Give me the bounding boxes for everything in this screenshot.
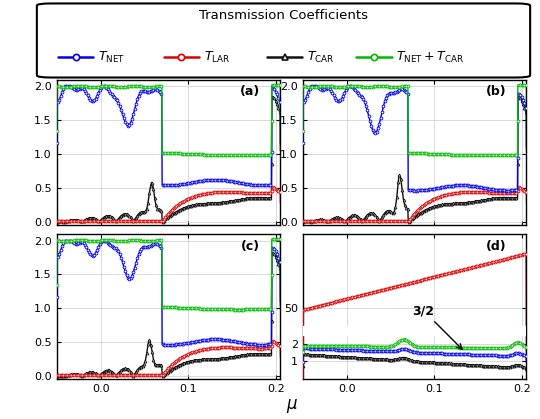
Text: Transmission Coefficients: Transmission Coefficients [199,9,368,22]
FancyBboxPatch shape [37,3,530,78]
Text: (c): (c) [241,240,260,253]
Text: $T_{\rm LAR}$: $T_{\rm LAR}$ [204,49,230,65]
Text: (b): (b) [486,85,507,98]
Text: (d): (d) [486,240,507,253]
Text: $T_{\rm NET}$: $T_{\rm NET}$ [98,49,125,65]
Text: $T_{\rm NET}+T_{\rm CAR}$: $T_{\rm NET}+T_{\rm CAR}$ [396,49,464,65]
Text: (a): (a) [240,85,260,98]
Bar [303,326,526,335]
Text: 3/2: 3/2 [413,304,462,349]
Text: $T_{\rm CAR}$: $T_{\rm CAR}$ [307,49,335,65]
Text: $\mu$: $\mu$ [286,397,298,415]
